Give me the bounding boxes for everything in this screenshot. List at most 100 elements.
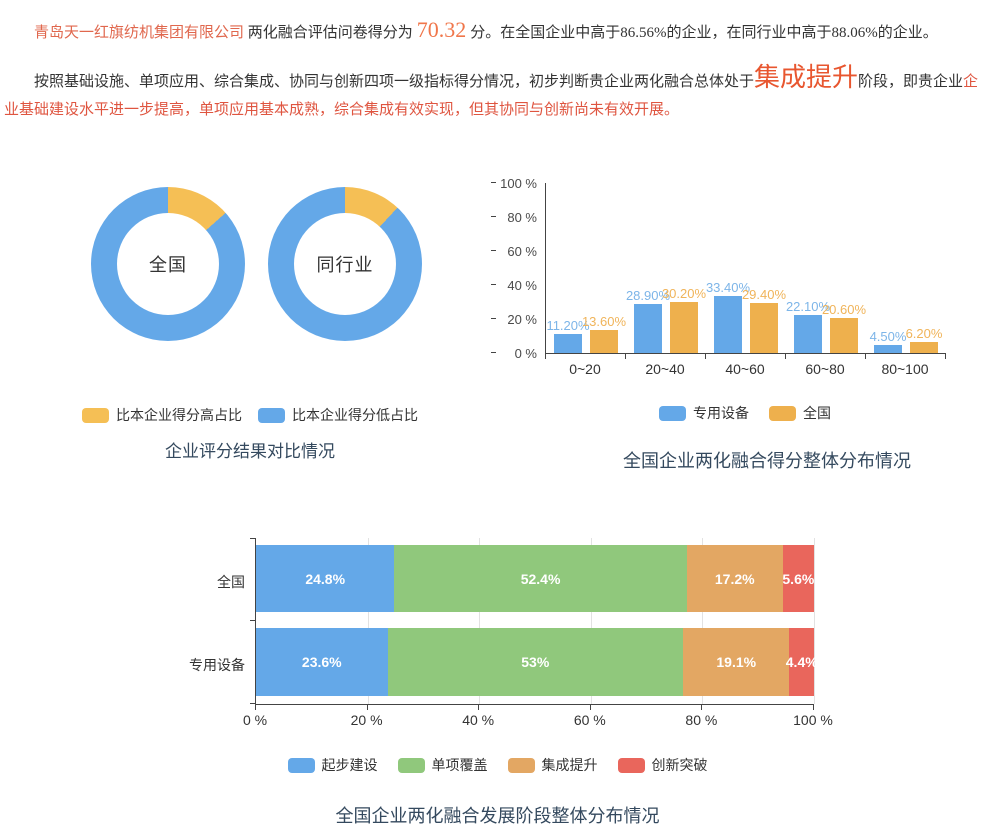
bar-with-label: 13.60%	[582, 314, 626, 353]
stacked-segment[interactable]: 52.4%	[394, 545, 687, 612]
stacked-bar-plot: 24.8% 52.4% 17.2% 5.6% 23.6% 53% 19.1% 4.4%	[250, 538, 818, 705]
stage-name: 集成提升	[754, 63, 859, 92]
company-name: 青岛天一红旗纺机集团有限公司	[34, 25, 245, 41]
stage-summary-part1: 按照基础设施、单项应用、综合集成、协同与创新四项一级指标得分情况，初步判断贵企业…	[34, 74, 755, 90]
stacked-chart-title: 全国企业两化融合发展阶段整体分布情况	[335, 806, 660, 826]
stacked-segment[interactable]: 17.2%	[686, 545, 783, 612]
legend-item[interactable]: 比本企业得分低占比	[258, 405, 418, 425]
segment-value-label: 24.8%	[305, 570, 346, 587]
donut-label: 同行业	[316, 255, 374, 275]
stage-distribution-chart: 24.8% 52.4% 17.2% 5.6% 23.6% 53% 19.1% 4.4% 全国专…	[0, 530, 995, 829]
donut-chart-national[interactable]: 全国	[91, 187, 245, 341]
donut-chart-industry[interactable]: 同行业	[268, 187, 422, 341]
stacked-bar-row: 23.6% 53% 19.1% 4.4%	[256, 628, 818, 696]
segment-value-label: 23.6%	[301, 654, 342, 670]
stacked-segment[interactable]: 24.8%	[256, 545, 395, 612]
x-axis-label: 0~20	[569, 361, 601, 377]
legend-item[interactable]: 单项覆盖	[397, 755, 488, 775]
legend-label: 单项覆盖	[431, 757, 488, 773]
y-axis-label: 80 %	[507, 210, 537, 225]
bar-with-label: 22.10%	[786, 299, 830, 353]
x-axis-tick-icon	[701, 705, 703, 710]
stacked-segment[interactable]: 4.4%	[786, 628, 818, 696]
bar-with-label: 30.20%	[662, 286, 706, 353]
legend-label: 集成提升	[541, 757, 598, 773]
y-axis-label: 100 %	[500, 176, 537, 191]
x-axis-tick-icon	[589, 705, 591, 710]
bar-with-label: 33.40%	[706, 280, 750, 353]
donut-label: 全国	[149, 255, 187, 275]
score-summary-paragraph: 青岛天一红旗纺机集团有限公司 两化融合评估问卷得分为 70.32 分。在全国企业中高…	[4, 16, 993, 47]
bar[interactable]	[794, 315, 822, 353]
category-label: 专用设备	[189, 657, 245, 673]
gridline	[702, 538, 704, 704]
x-axis-label: 40 %	[462, 712, 495, 728]
legend-swatch-icon	[258, 407, 285, 423]
legend-item[interactable]: 全国	[769, 403, 831, 423]
score-comparison-panel: 全国 同行业 比本企业得分高占比 比本企业得分低占比 企业评分结果对比情况	[70, 185, 430, 475]
legend-item[interactable]: 起步建设	[287, 755, 378, 775]
bar-group: 28.90% 30.20%	[626, 183, 706, 353]
segment-value-label: 19.1%	[716, 654, 757, 670]
legend-item[interactable]: 专用设备	[659, 403, 749, 423]
x-axis-label: 0 %	[242, 712, 268, 728]
bar[interactable]	[590, 329, 618, 353]
gridline	[814, 538, 815, 704]
x-axis-tick-icon	[813, 705, 814, 710]
legend-swatch-icon	[287, 757, 315, 773]
stacked-segment[interactable]: 23.6%	[256, 628, 388, 696]
bar-with-label: 11.20%	[546, 318, 590, 353]
x-axis-label: 60 %	[573, 712, 606, 728]
bar[interactable]	[910, 342, 938, 353]
x-axis-tick-icon	[945, 354, 946, 359]
donut-legend: 比本企业得分高占比 比本企业得分低占比	[70, 405, 430, 425]
stacked-segment[interactable]: 19.1%	[683, 628, 790, 696]
bar[interactable]	[874, 345, 902, 353]
legend-label: 全国	[803, 405, 831, 421]
x-axis-label: 80 %	[685, 712, 718, 728]
legend-item[interactable]: 创新突破	[617, 755, 708, 775]
x-axis-label: 20 %	[350, 712, 383, 728]
bar-value-label: 11.20%	[546, 317, 590, 333]
x-axis-tick-icon	[255, 705, 256, 710]
donut-center-label-industry: 同行业	[294, 213, 396, 315]
bar-value-label: 33.40%	[705, 280, 751, 296]
stacked-segment[interactable]: 5.6%	[782, 545, 814, 612]
grouped-chart-legend: 专用设备 全国	[545, 403, 945, 423]
bar[interactable]	[750, 303, 778, 353]
bar-group: 22.10% 20.60%	[786, 183, 866, 353]
bar-value-label: 22.10%	[785, 299, 831, 315]
bar-with-label: 28.90%	[626, 288, 670, 353]
grouped-chart-title: 全国企业两化融合得分整体分布情况	[623, 451, 911, 471]
y-axis-tick-icon	[491, 284, 496, 285]
bar-with-label: 20.60%	[822, 302, 866, 353]
y-axis-label: 20 %	[507, 312, 537, 327]
legend-item[interactable]: 集成提升	[507, 755, 598, 775]
bar-group: 4.50% 6.20%	[866, 183, 946, 353]
legend-label: 起步建设	[321, 757, 378, 773]
x-axis-tick-icon	[865, 354, 866, 359]
segment-value-label: 53%	[521, 654, 550, 670]
y-axis-tick-icon	[491, 182, 496, 183]
stacked-bar-row: 24.8% 52.4% 17.2% 5.6%	[256, 545, 814, 612]
bar[interactable]	[554, 333, 582, 353]
bar[interactable]	[714, 296, 742, 353]
segment-value-label: 4.4%	[785, 654, 818, 670]
bar[interactable]	[830, 317, 858, 353]
bar-value-label: 6.20%	[905, 326, 943, 342]
bar-with-label: 29.40%	[742, 287, 786, 353]
bar[interactable]	[634, 303, 662, 353]
y-axis-label: 40 %	[507, 278, 537, 293]
x-axis-label: 80~100	[881, 361, 929, 377]
legend-item[interactable]: 比本企业得分高占比	[82, 405, 242, 425]
stacked-segment[interactable]: 53%	[387, 628, 683, 696]
y-axis-tick-icon	[491, 352, 496, 353]
score-summary-mid: 两化融合评估问卷得分为	[244, 25, 413, 41]
bar[interactable]	[670, 301, 698, 353]
segment-value-label: 17.2%	[714, 570, 755, 587]
legend-swatch-icon	[617, 757, 645, 773]
donut-chart-title: 企业评分结果对比情况	[165, 442, 335, 461]
donut-center-label-national: 全国	[117, 213, 219, 315]
bar-with-label: 4.50%	[870, 329, 906, 353]
